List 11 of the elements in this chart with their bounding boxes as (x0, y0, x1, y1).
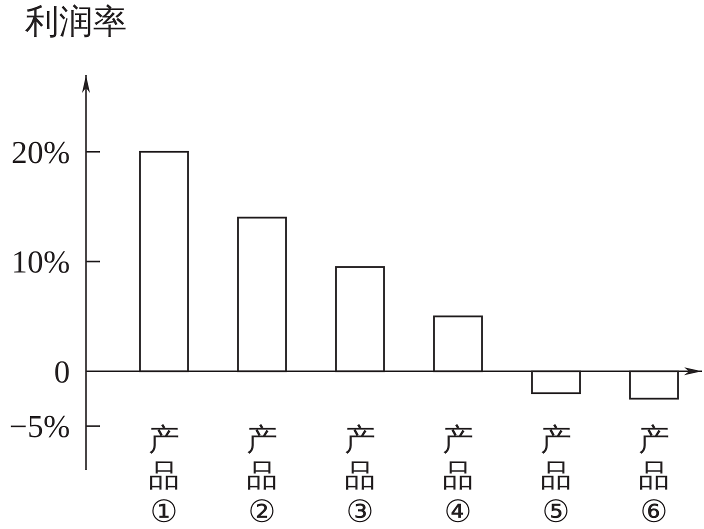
x-tick-label: 产品③ (344, 422, 376, 529)
x-tick-label: 产品② (246, 422, 278, 529)
y-axis-title: 利润率 (25, 4, 127, 41)
y-tick-label: 10% (11, 244, 70, 280)
x-tick-label: 产品④ (442, 422, 474, 529)
y-tick-label: 0 (54, 353, 70, 390)
x-tick-label: 产品① (148, 422, 180, 529)
y-tick-label: 20% (11, 134, 70, 170)
y-tick-label: −5% (9, 408, 70, 444)
x-tick-label: 产品⑥ (638, 422, 670, 529)
x-tick-label: 产品⑤ (540, 422, 572, 529)
